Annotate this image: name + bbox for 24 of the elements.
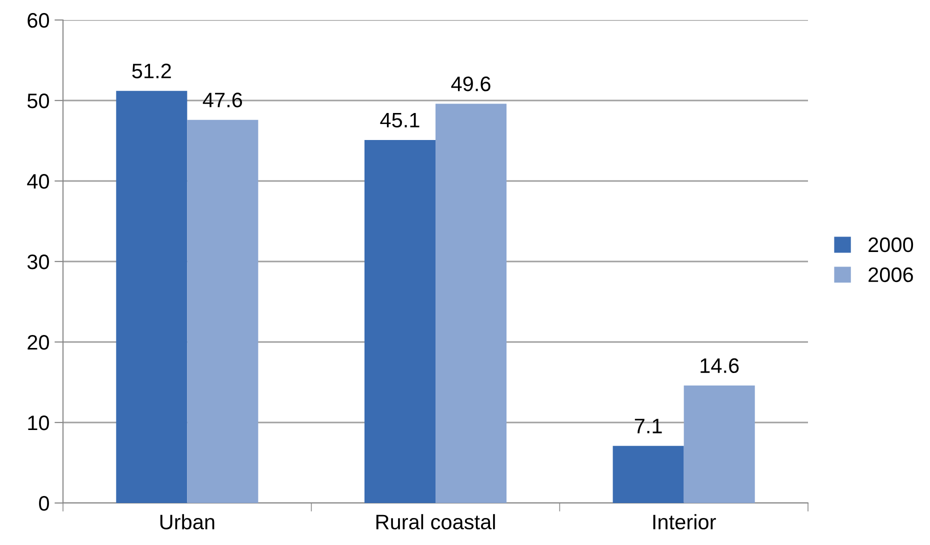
bar	[436, 104, 507, 503]
legend-label: 2006	[868, 267, 913, 282]
data-label: 7.1	[634, 418, 662, 434]
data-label: 47.6	[202, 92, 242, 108]
bar	[116, 90, 188, 503]
x-tick-label: Urban	[160, 514, 214, 530]
data-label: 51.2	[132, 64, 171, 78]
y-tick-label: 40	[27, 174, 49, 189]
bar	[612, 446, 684, 503]
y-tick-label: 0	[39, 496, 49, 511]
bar	[684, 385, 755, 503]
y-tick-label: 10	[28, 416, 49, 430]
data-label: 45.1	[380, 112, 420, 128]
y-tick-label: 20	[28, 335, 49, 350]
data-label: 14.6	[700, 358, 739, 374]
x-tick-label: Interior	[653, 514, 716, 530]
bar	[187, 120, 258, 503]
bar	[364, 140, 436, 503]
x-tick-label: Rural coastal	[376, 514, 495, 530]
legend-label: 2000	[868, 237, 914, 252]
y-tick-label: 50	[27, 94, 49, 108]
y-tick-label: 30	[27, 254, 49, 270]
data-label: 49.6	[451, 76, 490, 92]
y-tick-label: 60	[28, 13, 49, 28]
